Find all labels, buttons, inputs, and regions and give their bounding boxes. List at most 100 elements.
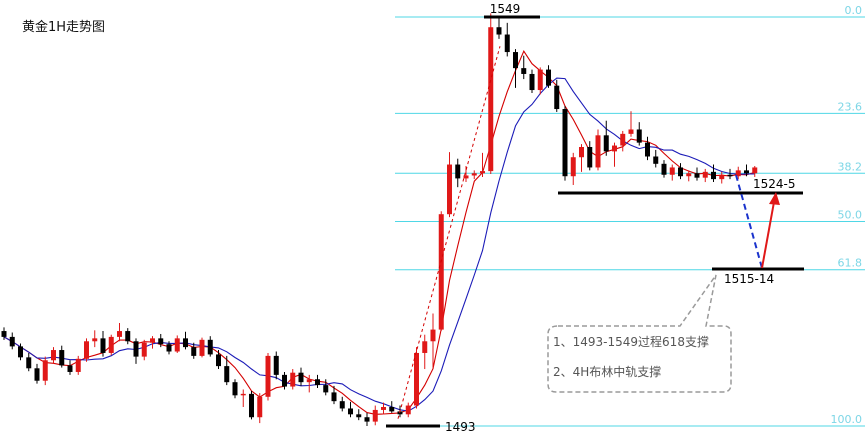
candle-up xyxy=(75,358,81,372)
candle-down xyxy=(356,414,362,418)
candle-down xyxy=(323,385,329,393)
candle-down xyxy=(207,339,213,355)
candle-down xyxy=(315,379,320,386)
candle-down xyxy=(694,173,700,178)
candle-down xyxy=(389,407,395,412)
candle-up xyxy=(669,167,675,175)
candle-down xyxy=(67,365,73,372)
candle-up xyxy=(430,329,436,342)
candle-up xyxy=(537,69,543,91)
candle-down xyxy=(348,408,353,415)
candle-up xyxy=(422,341,428,353)
candle-down xyxy=(504,34,510,53)
candle-down xyxy=(26,357,32,369)
candle-down xyxy=(587,147,593,168)
candle-down xyxy=(636,129,642,143)
candle-down xyxy=(554,85,560,110)
fib-label: 0.0 xyxy=(845,4,863,17)
candle-down xyxy=(298,372,304,383)
candle-down xyxy=(224,366,230,383)
candle-down xyxy=(364,417,370,422)
candle-down xyxy=(59,350,65,366)
chart-title: 黄金1H走势图 xyxy=(22,19,105,35)
candle-up xyxy=(265,355,271,397)
candle-down xyxy=(711,171,716,180)
candle-down xyxy=(645,142,650,157)
candle-up xyxy=(372,409,378,422)
candle-down xyxy=(455,164,461,179)
candle-down xyxy=(125,331,131,342)
candle-up xyxy=(488,27,494,172)
candle-up xyxy=(752,167,758,174)
candle-up xyxy=(471,173,477,176)
candle-up xyxy=(702,171,708,178)
candle-down xyxy=(9,336,15,347)
candlesticks xyxy=(1,13,758,426)
candle-up xyxy=(579,147,584,158)
high-label: 1549 xyxy=(490,2,521,16)
candle-up xyxy=(84,341,89,359)
support-2-label: 1515-14 xyxy=(724,272,774,286)
candle-up xyxy=(290,372,296,387)
candle-down xyxy=(496,27,502,35)
projection-down-line xyxy=(735,174,763,269)
note-line-1: 1、1493-1549过程618支撑 xyxy=(553,334,709,349)
projection-up-line xyxy=(761,201,775,269)
candle-down xyxy=(339,401,345,409)
candle-up xyxy=(108,336,114,353)
candle-down xyxy=(249,393,254,418)
support-1-label: 1524-5 xyxy=(753,177,796,191)
candle-down xyxy=(183,338,188,348)
candle-down xyxy=(603,135,609,152)
candle-up xyxy=(595,135,601,168)
candle-down xyxy=(661,163,667,175)
fib-label: 38.2 xyxy=(838,160,863,173)
annotations: 1549 1493 1524-5 1515-14 1、1493-1549过程618支撑 2… xyxy=(386,2,804,434)
candle-up xyxy=(141,342,147,357)
candle-up xyxy=(381,407,386,410)
candle-down xyxy=(232,382,238,396)
candle-up xyxy=(480,171,485,174)
trend-dashed-line xyxy=(397,46,501,419)
candle-down xyxy=(100,338,106,353)
candle-down xyxy=(282,374,287,387)
candle-down xyxy=(521,68,527,74)
candle-down xyxy=(273,355,279,375)
candle-down xyxy=(529,73,535,91)
candle-up xyxy=(570,157,576,177)
candle-up xyxy=(51,350,56,361)
candle-down xyxy=(744,170,749,174)
fib-label: 23.6 xyxy=(838,100,863,113)
candle-up xyxy=(414,352,419,406)
fib-label: 50.0 xyxy=(838,209,863,222)
candle-down xyxy=(191,347,197,356)
candle-down xyxy=(727,174,733,177)
candle-up xyxy=(199,339,205,356)
candle-down xyxy=(546,69,551,86)
candle-up xyxy=(438,214,444,330)
candle-up xyxy=(612,145,617,152)
candle-up xyxy=(240,393,246,396)
candle-up xyxy=(92,338,98,342)
candle-up xyxy=(174,338,180,352)
candle-up xyxy=(719,174,725,180)
candle-down xyxy=(513,52,518,69)
candle-up xyxy=(686,173,692,177)
note-callout xyxy=(547,274,732,393)
candle-down xyxy=(653,156,659,164)
candle-down xyxy=(331,392,337,402)
candle-up xyxy=(620,133,626,146)
projection-arrowhead xyxy=(769,192,780,205)
fib-label: 61.8 xyxy=(838,257,863,270)
candle-down xyxy=(166,344,172,352)
note-line-2: 2、4H布林中轨支撑 xyxy=(553,364,661,379)
candle-down xyxy=(34,368,40,381)
candle-up xyxy=(735,170,741,177)
candle-up xyxy=(42,360,48,381)
candle-down xyxy=(18,346,23,358)
candle-up xyxy=(463,175,469,179)
candle-up xyxy=(257,396,263,418)
candle-up xyxy=(306,379,312,383)
candle-down xyxy=(678,167,683,177)
